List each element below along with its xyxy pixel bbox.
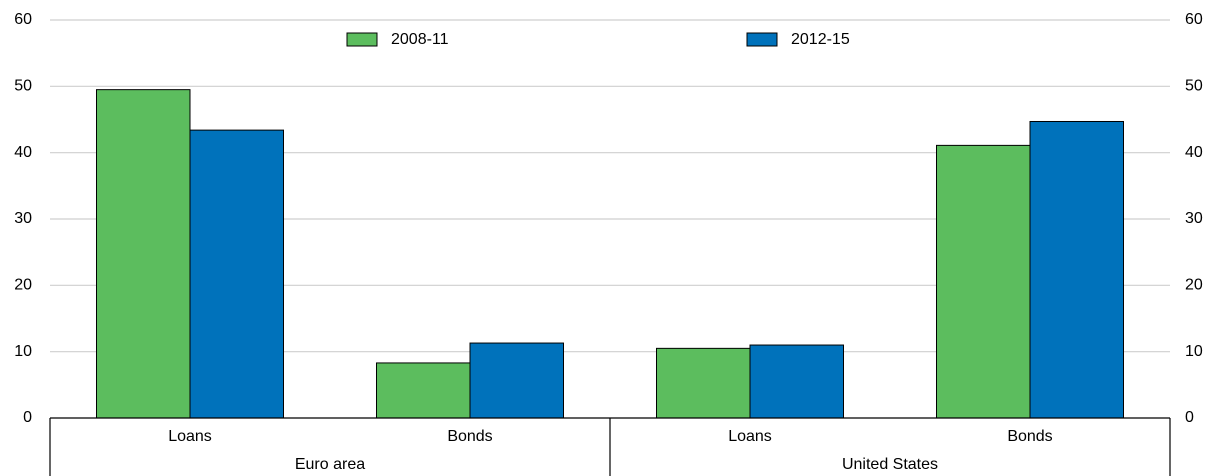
bar xyxy=(96,89,191,419)
bar xyxy=(656,347,751,419)
bar xyxy=(376,362,471,419)
x-group-label: Euro area xyxy=(295,456,365,473)
bar xyxy=(936,144,1031,419)
x-category-label: Bonds xyxy=(1007,428,1052,445)
bars xyxy=(96,89,1124,419)
bar xyxy=(469,342,564,419)
x-category-label: Loans xyxy=(728,428,772,445)
y-tick-label-left: 30 xyxy=(14,210,32,227)
bar xyxy=(1029,120,1124,419)
legend-label: 2008-11 xyxy=(391,31,449,48)
bar xyxy=(749,344,844,419)
x-group-label: United States xyxy=(842,456,938,473)
y-tick-label-left: 40 xyxy=(14,144,32,161)
y-tick-label-left: 10 xyxy=(14,343,32,360)
y-tick-label-right: 20 xyxy=(1185,277,1203,294)
legend-swatch xyxy=(346,32,378,47)
y-axis-right: 0 10 20 30 40 50 60 xyxy=(1185,11,1203,426)
y-tick-label-left: 20 xyxy=(14,277,32,294)
legend: 2008-11 2012-15 xyxy=(346,31,850,48)
y-axis-left: 0 10 20 30 40 50 60 xyxy=(14,11,32,426)
x-axis-labels: Loans Bonds Loans Bonds Euro area United Stat… xyxy=(168,428,1052,473)
y-tick-label-right: 0 xyxy=(1185,409,1194,426)
legend-label: 2012-15 xyxy=(791,31,850,48)
bar xyxy=(189,129,284,419)
y-tick-label-right: 50 xyxy=(1185,78,1203,95)
y-tick-label-right: 40 xyxy=(1185,144,1203,161)
axes xyxy=(49,417,1171,476)
y-tick-label-left: 50 xyxy=(14,78,32,95)
y-tick-label-left: 0 xyxy=(23,409,32,426)
y-tick-label-right: 60 xyxy=(1185,11,1203,28)
y-tick-label-right: 30 xyxy=(1185,210,1203,227)
x-category-label: Bonds xyxy=(447,428,492,445)
y-tick-label-left: 60 xyxy=(14,11,32,28)
legend-swatch xyxy=(746,32,778,47)
x-category-label: Loans xyxy=(168,428,212,445)
y-tick-label-right: 10 xyxy=(1185,343,1203,360)
